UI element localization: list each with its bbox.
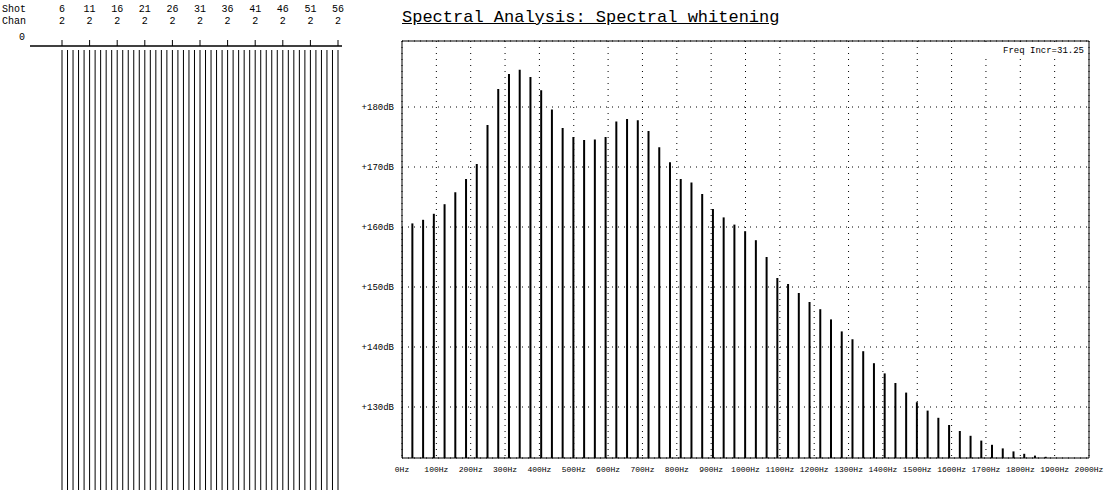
svg-text:+150dB: +150dB — [362, 283, 395, 293]
svg-text:700Hz: 700Hz — [630, 465, 654, 474]
svg-text:500Hz: 500Hz — [562, 465, 586, 474]
svg-text:+170dB: +170dB — [362, 163, 395, 173]
svg-text:2: 2 — [335, 16, 341, 27]
svg-text:100Hz: 100Hz — [424, 465, 448, 474]
svg-text:51: 51 — [304, 4, 316, 15]
svg-text:2: 2 — [87, 16, 93, 27]
svg-text:2000Hz: 2000Hz — [1075, 465, 1104, 474]
svg-text:+140dB: +140dB — [362, 343, 395, 353]
svg-text:41: 41 — [249, 4, 261, 15]
svg-text:56: 56 — [332, 4, 344, 15]
svg-text:1600Hz: 1600Hz — [937, 465, 966, 474]
svg-text:+130dB: +130dB — [362, 403, 395, 413]
svg-text:+160dB: +160dB — [362, 223, 395, 233]
svg-text:1800Hz: 1800Hz — [1006, 465, 1035, 474]
svg-text:6: 6 — [59, 4, 65, 15]
svg-text:600Hz: 600Hz — [596, 465, 620, 474]
svg-text:1300Hz: 1300Hz — [834, 465, 863, 474]
svg-text:Chan: Chan — [2, 16, 26, 27]
svg-text:26: 26 — [166, 4, 178, 15]
svg-text:300Hz: 300Hz — [493, 465, 517, 474]
svg-text:2: 2 — [197, 16, 203, 27]
svg-text:800Hz: 800Hz — [665, 465, 689, 474]
html-text:Freq Incr=31.25: Freq Incr=31.25 — [1003, 46, 1084, 56]
svg-text:2: 2 — [252, 16, 258, 27]
svg-text:2: 2 — [142, 16, 148, 27]
svg-text:2: 2 — [225, 16, 231, 27]
svg-text:400Hz: 400Hz — [527, 465, 551, 474]
svg-text:1700Hz: 1700Hz — [972, 465, 1001, 474]
svg-text:1200Hz: 1200Hz — [800, 465, 829, 474]
svg-text:16: 16 — [111, 4, 123, 15]
svg-text:36: 36 — [222, 4, 234, 15]
svg-text:0Hz: 0Hz — [395, 465, 410, 474]
svg-text:31: 31 — [194, 4, 206, 15]
svg-text:Shot: Shot — [2, 4, 26, 15]
svg-text:1900Hz: 1900Hz — [1040, 465, 1069, 474]
svg-text:2: 2 — [169, 16, 175, 27]
svg-text:21: 21 — [139, 4, 151, 15]
svg-text:2: 2 — [59, 16, 65, 27]
svg-text:1500Hz: 1500Hz — [903, 465, 932, 474]
svg-text:11: 11 — [84, 4, 96, 15]
svg-text:46: 46 — [277, 4, 289, 15]
svg-text:200Hz: 200Hz — [459, 465, 483, 474]
svg-text:1400Hz: 1400Hz — [868, 465, 897, 474]
svg-text:1100Hz: 1100Hz — [765, 465, 794, 474]
svg-text:2: 2 — [307, 16, 313, 27]
svg-text:1000Hz: 1000Hz — [731, 465, 760, 474]
svg-text:900Hz: 900Hz — [699, 465, 723, 474]
svg-text:0: 0 — [19, 32, 25, 43]
html-text:Spectral Analysis: Spectral wh: Spectral Analysis: Spectral whitening — [402, 8, 780, 27]
svg-text:2: 2 — [280, 16, 286, 27]
svg-text:+180dB: +180dB — [362, 103, 395, 113]
svg-text:2: 2 — [114, 16, 120, 27]
